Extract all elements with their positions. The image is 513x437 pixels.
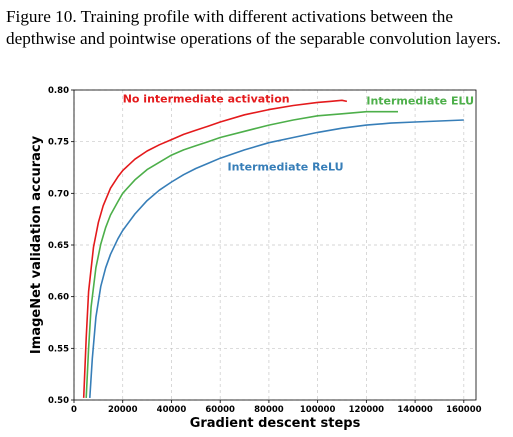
x-tick-label: 0 <box>71 405 77 415</box>
y-tick-label: 0.80 <box>48 86 69 96</box>
x-tick-label: 120000 <box>349 405 385 415</box>
y-axis-label: ImageNet validation accuracy <box>29 135 44 354</box>
grid <box>73 89 476 401</box>
y-tick-label: 0.60 <box>48 293 69 303</box>
y-tick-label: 0.75 <box>48 138 69 148</box>
figure-caption: Figure 10. Training profile with differe… <box>6 7 501 48</box>
series-line-no-intermediate-activation <box>82 99 348 398</box>
x-tick-label: 100000 <box>300 405 336 415</box>
series-annotations: No intermediate activation Intermediate E… <box>123 92 474 173</box>
annotation-no-intermediate-activation: No intermediate activation <box>123 92 290 105</box>
x-tick-label: 160000 <box>446 405 482 415</box>
y-tick-label: 0.50 <box>48 396 69 406</box>
series-lines <box>82 99 464 398</box>
x-tick-label: 60000 <box>205 405 235 415</box>
x-axis-label: Gradient descent steps <box>190 416 361 431</box>
x-tick-label: 40000 <box>157 405 187 415</box>
annotation-intermediate-elu: Intermediate ELU <box>366 94 474 107</box>
x-tick-label: 80000 <box>254 405 284 415</box>
series-line-intermediate-elu <box>85 110 398 398</box>
y-tick-label: 0.70 <box>48 189 69 199</box>
annotation-intermediate-relu: Intermediate ReLU <box>227 161 343 174</box>
series-line-intermediate-relu <box>89 119 464 398</box>
y-tick-label: 0.55 <box>48 344 69 354</box>
x-tick-label: 140000 <box>397 405 433 415</box>
x-tick-label: 20000 <box>108 405 138 415</box>
axis-ticks: 0.50 0.55 0.60 0.65 0.70 0.75 0.80 0 20000 40000 6… <box>48 86 482 415</box>
y-tick-label: 0.65 <box>48 241 69 251</box>
